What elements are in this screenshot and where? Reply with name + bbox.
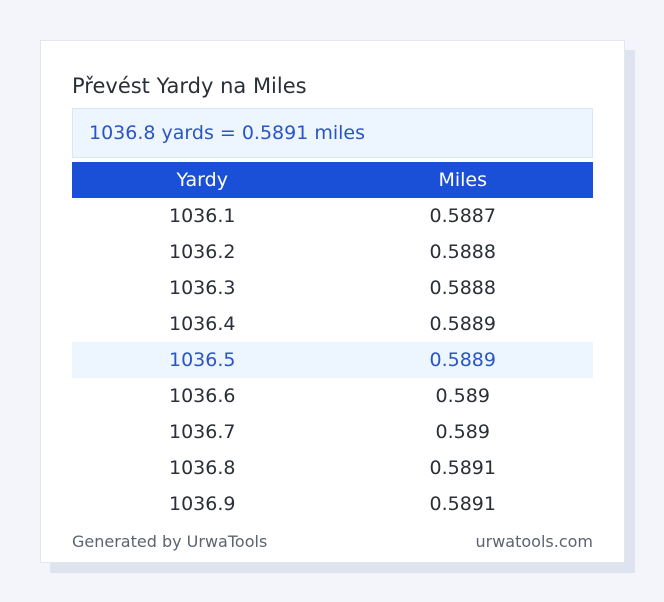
cell-yards: 1036.2: [169, 241, 236, 263]
page-title: Převést Yardy na Miles: [72, 74, 307, 98]
table-row: 1036.9 0.5891: [72, 486, 593, 522]
cell-miles: 0.5891: [429, 457, 496, 479]
site-link[interactable]: urwatools.com: [475, 532, 594, 551]
result-box: 1036.8 yards = 0.5891 miles: [72, 108, 593, 158]
cell-miles: 0.5888: [429, 277, 496, 299]
cell-yards: 1036.5: [169, 349, 236, 371]
table-row: 1036.6 0.589: [72, 378, 593, 414]
header-miles: Miles: [438, 169, 488, 191]
conversion-table: Yardy Miles 1036.1 0.5887 1036.2 0.5888 …: [72, 162, 593, 522]
cell-yards: 1036.6: [169, 385, 236, 407]
cell-miles: 0.589: [435, 421, 490, 443]
cell-miles: 0.5887: [429, 205, 496, 227]
converter-card: Převést Yardy na Miles 1036.8 yards = 0.…: [40, 40, 625, 563]
cell-yards: 1036.3: [169, 277, 236, 299]
header-yards: Yardy: [176, 169, 228, 191]
cell-miles: 0.5891: [429, 493, 496, 515]
cell-miles: 0.589: [435, 385, 490, 407]
cell-miles: 0.5889: [429, 349, 496, 371]
table-row: 1036.2 0.5888: [72, 234, 593, 270]
cell-yards: 1036.4: [169, 313, 236, 335]
generated-by-text: Generated by UrwaTools: [72, 532, 268, 551]
cell-yards: 1036.7: [169, 421, 236, 443]
cell-miles: 0.5888: [429, 241, 496, 263]
table-row: 1036.1 0.5887: [72, 198, 593, 234]
table-header: Yardy Miles: [72, 162, 593, 198]
result-text: 1036.8 yards = 0.5891 miles: [89, 122, 366, 144]
cell-miles: 0.5889: [429, 313, 496, 335]
table-row-highlighted: 1036.5 0.5889: [72, 342, 593, 378]
table-row: 1036.8 0.5891: [72, 450, 593, 486]
cell-yards: 1036.9: [169, 493, 236, 515]
cell-yards: 1036.8: [169, 457, 236, 479]
cell-yards: 1036.1: [169, 205, 236, 227]
table-row: 1036.7 0.589: [72, 414, 593, 450]
table-row: 1036.4 0.5889: [72, 306, 593, 342]
table-row: 1036.3 0.5888: [72, 270, 593, 306]
